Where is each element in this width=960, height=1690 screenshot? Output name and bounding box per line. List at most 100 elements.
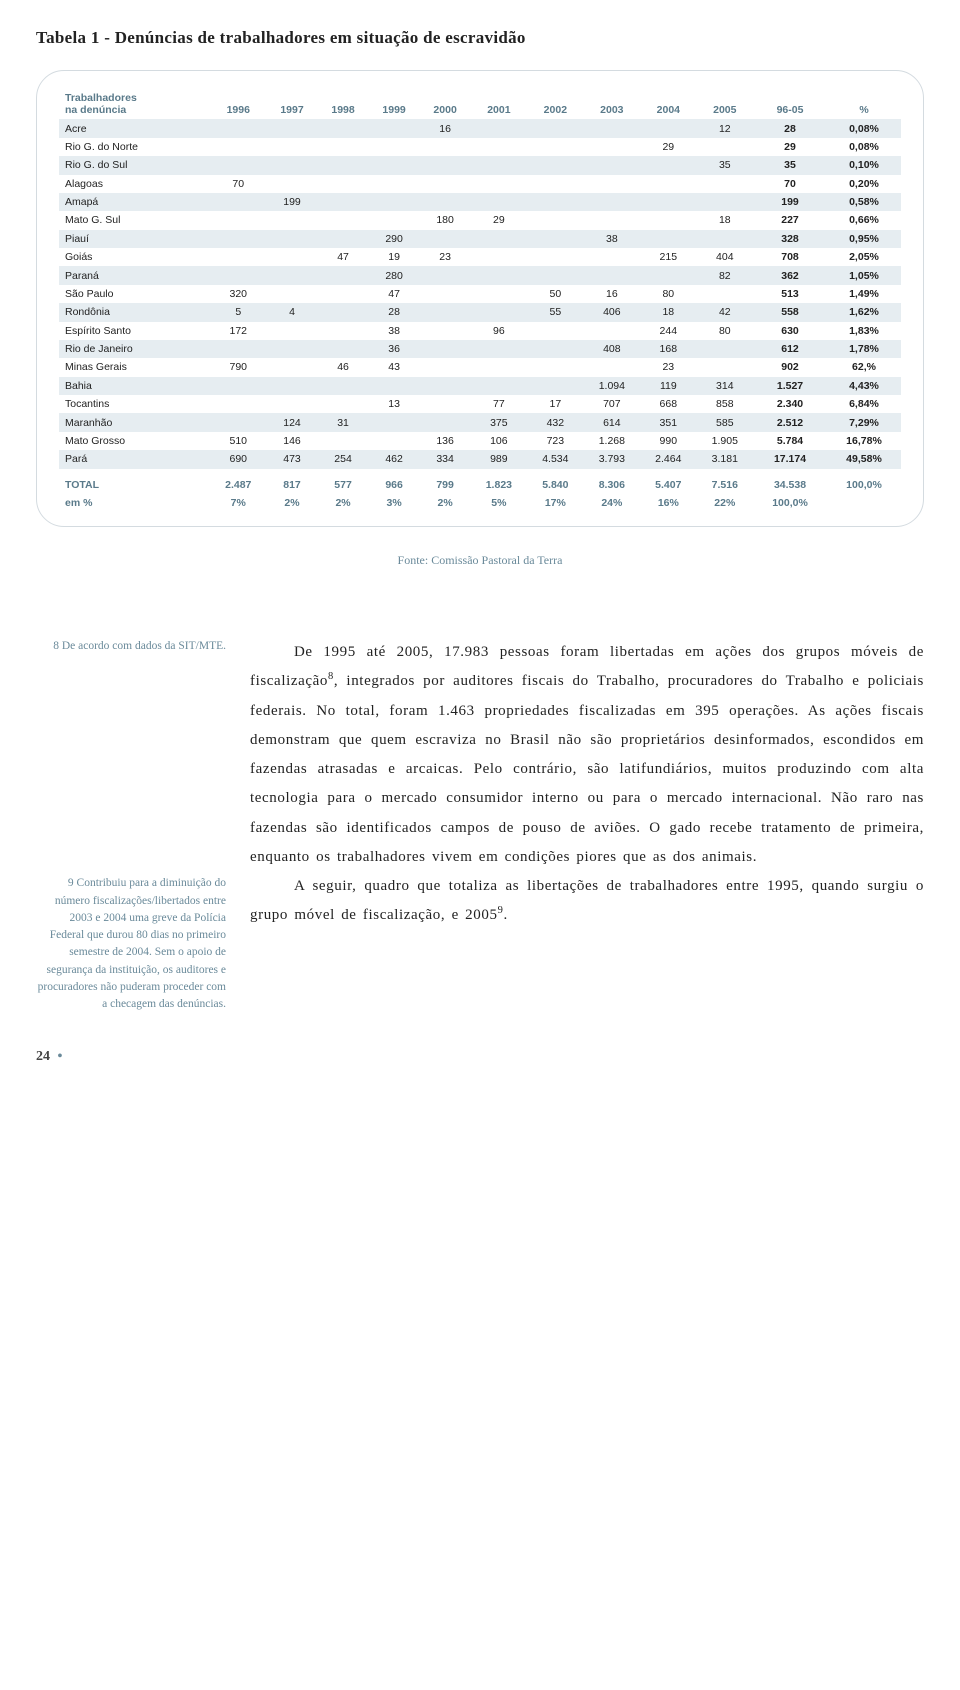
- cell: [420, 285, 471, 303]
- cell: 199: [753, 193, 827, 211]
- cell: [420, 156, 471, 174]
- cell: 1,05%: [827, 266, 901, 284]
- row-label: Rio G. do Sul: [59, 156, 210, 174]
- para1-b: , integrados por auditores fiscais do Tr…: [250, 673, 924, 865]
- table-container: Trabalhadores na denúncia 19961997199819…: [36, 70, 924, 527]
- cell: 50: [527, 285, 583, 303]
- pct-cell: [827, 494, 901, 512]
- cell: 0,08%: [827, 138, 901, 156]
- row-label: Minas Gerais: [59, 358, 210, 376]
- cell: [527, 230, 583, 248]
- table-row: Minas Gerais79046432390262,%: [59, 358, 901, 376]
- col-header: 2005: [697, 104, 753, 119]
- row-label: Mato G. Sul: [59, 211, 210, 229]
- row-label: Espírito Santo: [59, 322, 210, 340]
- cell: [318, 119, 369, 137]
- cell: [471, 156, 527, 174]
- cell: [640, 175, 696, 193]
- row-label: Acre: [59, 119, 210, 137]
- cell: [527, 138, 583, 156]
- cell: [267, 175, 318, 193]
- cell: [318, 303, 369, 321]
- total-cell: 34.538: [753, 469, 827, 494]
- cell: 0,58%: [827, 193, 901, 211]
- cell: [527, 119, 583, 137]
- cell: [210, 156, 266, 174]
- data-table: Trabalhadores na denúncia 19961997199819…: [59, 89, 901, 512]
- cell: 0,10%: [827, 156, 901, 174]
- table-row: Rondônia54285540618425581,62%: [59, 303, 901, 321]
- cell: 375: [471, 413, 527, 431]
- row-label: Pará: [59, 450, 210, 468]
- table-row: Amapá1991990,58%: [59, 193, 901, 211]
- cell: 328: [753, 230, 827, 248]
- cell: 858: [697, 395, 753, 413]
- total-cell: 8.306: [584, 469, 640, 494]
- cell: [420, 340, 471, 358]
- cell: [318, 138, 369, 156]
- cell: [640, 193, 696, 211]
- cell: 707: [584, 395, 640, 413]
- cell: [697, 358, 753, 376]
- cell: [584, 156, 640, 174]
- cell: 124: [267, 413, 318, 431]
- table-row: Pará6904732544623349894.5343.7932.4643.1…: [59, 450, 901, 468]
- cell: [318, 193, 369, 211]
- hdr-bot: na denúncia: [59, 104, 210, 119]
- row-label: Bahia: [59, 377, 210, 395]
- cell: 5: [210, 303, 266, 321]
- col-header: 2004: [640, 104, 696, 119]
- page-bullet-icon: •: [50, 1049, 62, 1064]
- body-grid: 8 De acordo com dados da SIT/MTE. 9 Cont…: [36, 638, 924, 1013]
- cell: 2.340: [753, 395, 827, 413]
- col-header: 2002: [527, 104, 583, 119]
- cell: 254: [318, 450, 369, 468]
- cell: 790: [210, 358, 266, 376]
- cell: 4: [267, 303, 318, 321]
- pct-cell: 7%: [210, 494, 266, 512]
- total-cell: 817: [267, 469, 318, 494]
- table-row: Acre1612280,08%: [59, 119, 901, 137]
- table-row: Piauí290383280,95%: [59, 230, 901, 248]
- cell: [210, 138, 266, 156]
- cell: 172: [210, 322, 266, 340]
- pct-cell: 5%: [471, 494, 527, 512]
- cell: [267, 266, 318, 284]
- cell: [318, 175, 369, 193]
- cell: 106: [471, 432, 527, 450]
- cell: [267, 340, 318, 358]
- table-row: Paraná280823621,05%: [59, 266, 901, 284]
- cell: [318, 266, 369, 284]
- cell: 49,58%: [827, 450, 901, 468]
- cell: [471, 138, 527, 156]
- cell: [420, 413, 471, 431]
- cell: 168: [640, 340, 696, 358]
- cell: 7,29%: [827, 413, 901, 431]
- row-label: Alagoas: [59, 175, 210, 193]
- cell: [527, 322, 583, 340]
- cell: 16,78%: [827, 432, 901, 450]
- cell: 17.174: [753, 450, 827, 468]
- cell: 6,84%: [827, 395, 901, 413]
- cell: 55: [527, 303, 583, 321]
- cell: [640, 156, 696, 174]
- pct-cell: 2%: [318, 494, 369, 512]
- cell: [318, 285, 369, 303]
- cell: 82: [697, 266, 753, 284]
- cell: 585: [697, 413, 753, 431]
- cell: 558: [753, 303, 827, 321]
- table-row: Rio de Janeiro364081686121,78%: [59, 340, 901, 358]
- cell: 136: [420, 432, 471, 450]
- cell: [369, 211, 420, 229]
- cell: [471, 285, 527, 303]
- cell: 23: [640, 358, 696, 376]
- table-row: Mato Grosso5101461361067231.2689901.9055…: [59, 432, 901, 450]
- cell: [584, 358, 640, 376]
- cell: 43: [369, 358, 420, 376]
- cell: 29: [471, 211, 527, 229]
- page-number-value: 24: [36, 1049, 50, 1064]
- col-header: 1997: [267, 104, 318, 119]
- cell: 38: [369, 322, 420, 340]
- cell: 119: [640, 377, 696, 395]
- cell: [697, 340, 753, 358]
